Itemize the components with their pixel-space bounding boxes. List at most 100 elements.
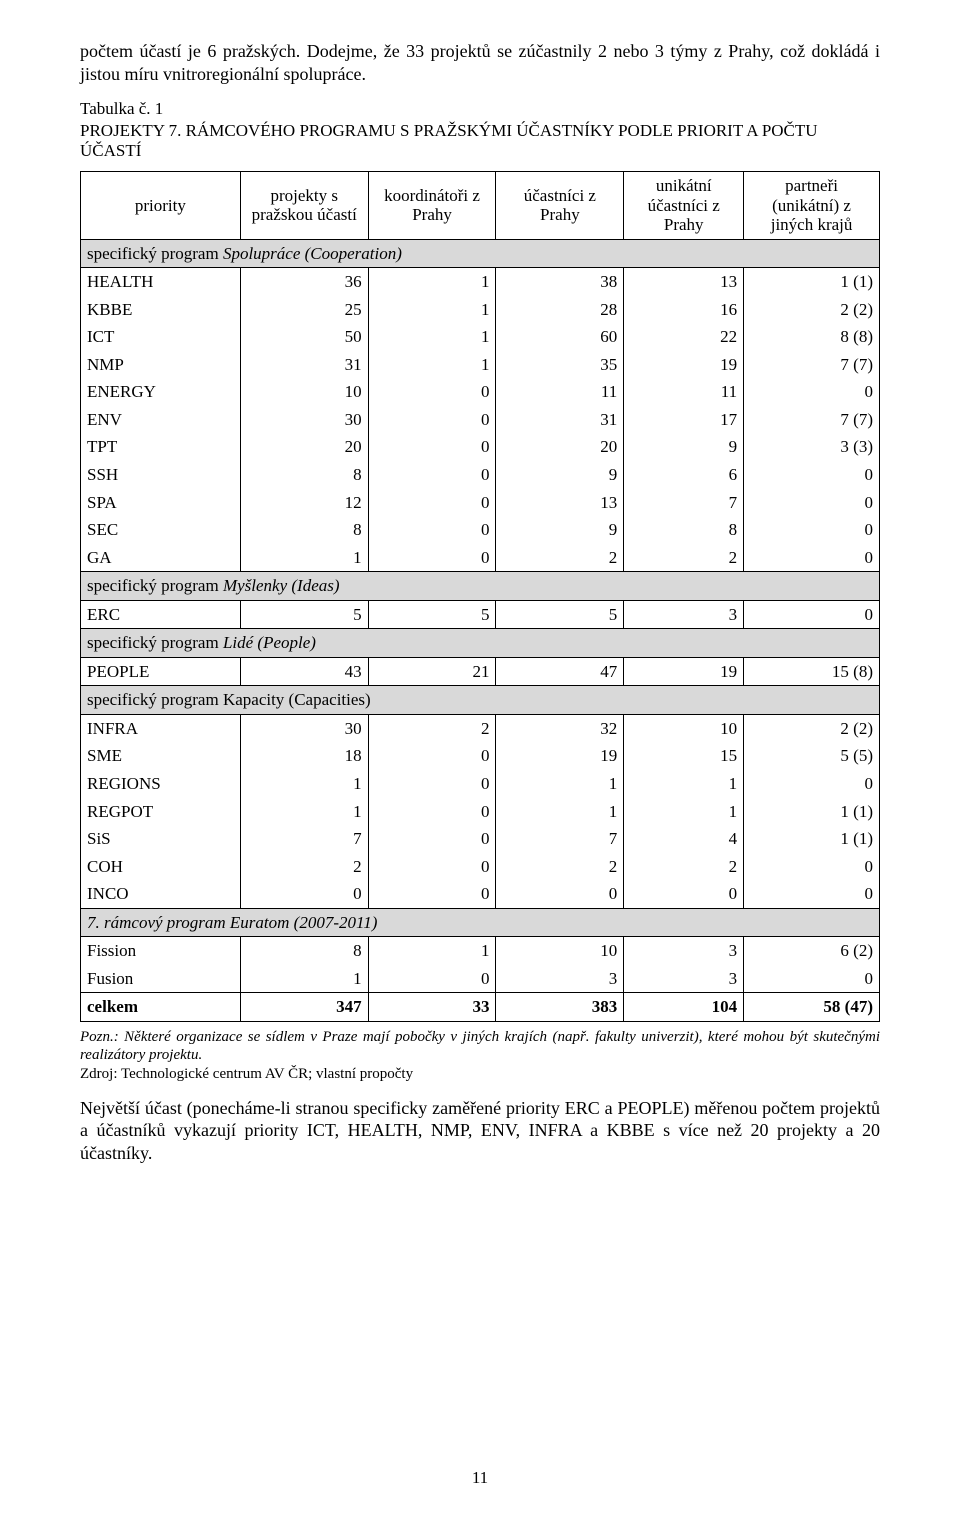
table-section-label: specifický program Myšlenky (Ideas): [81, 572, 880, 601]
cell-value: 0: [368, 880, 496, 908]
cell-value: 8: [240, 937, 368, 965]
cell-priority: REGPOT: [81, 798, 241, 826]
page-number: 11: [0, 1468, 960, 1488]
cell-value: 30: [240, 406, 368, 434]
cell-value: 1: [240, 965, 368, 993]
cell-priority: SiS: [81, 825, 241, 853]
cell-value: 0: [368, 798, 496, 826]
cell-total-label: celkem: [81, 993, 241, 1022]
cell-value: 30: [240, 714, 368, 742]
cell-value: 3: [496, 965, 624, 993]
cell-value: 7 (7): [744, 351, 880, 379]
cell-value: 0: [240, 880, 368, 908]
cell-value: 2: [368, 714, 496, 742]
cell-total-value: 383: [496, 993, 624, 1022]
cell-priority: Fission: [81, 937, 241, 965]
cell-value: 2: [624, 544, 744, 572]
table-section-row: specifický program Spolupráce (Cooperati…: [81, 239, 880, 268]
cell-total-value: 58 (47): [744, 993, 880, 1022]
cell-value: 18: [240, 742, 368, 770]
cell-value: 3: [624, 937, 744, 965]
table-row: HEALTH36138131 (1): [81, 268, 880, 296]
cell-value: 0: [744, 378, 880, 406]
table-row: TPT2002093 (3): [81, 433, 880, 461]
cell-value: 1: [368, 351, 496, 379]
cell-value: 1 (1): [744, 825, 880, 853]
cell-value: 8: [624, 516, 744, 544]
cell-total-value: 347: [240, 993, 368, 1022]
col-priority: priority: [81, 172, 241, 240]
cell-value: 0: [368, 489, 496, 517]
table-note: Pozn.: Některé organizace se sídlem v Pr…: [80, 1028, 880, 1064]
cell-priority: ERC: [81, 600, 241, 629]
table-row: Fusion10330: [81, 965, 880, 993]
table-row: SPA1201370: [81, 489, 880, 517]
cell-value: 22: [624, 323, 744, 351]
cell-priority: ENERGY: [81, 378, 241, 406]
cell-value: 1: [624, 770, 744, 798]
cell-value: 0: [744, 770, 880, 798]
cell-value: 10: [624, 714, 744, 742]
cell-value: 8: [240, 461, 368, 489]
table-row: KBBE25128162 (2): [81, 296, 880, 324]
cell-value: 12: [240, 489, 368, 517]
table-section-row: specifický program Myšlenky (Ideas): [81, 572, 880, 601]
cell-priority: ENV: [81, 406, 241, 434]
cell-value: 0: [744, 489, 880, 517]
cell-value: 9: [624, 433, 744, 461]
table-row: ENERGY10011110: [81, 378, 880, 406]
cell-value: 0: [368, 770, 496, 798]
cell-value: 19: [624, 351, 744, 379]
cell-value: 38: [496, 268, 624, 296]
cell-value: 31: [240, 351, 368, 379]
cell-value: 6 (2): [744, 937, 880, 965]
cell-value: 25: [240, 296, 368, 324]
cell-value: 50: [240, 323, 368, 351]
table-caption: Tabulka č. 1: [80, 99, 880, 119]
cell-value: 1: [496, 798, 624, 826]
cell-value: 0: [744, 880, 880, 908]
table-section-label: specifický program Kapacity (Capacities): [81, 686, 880, 715]
col-partners: partneři (unikátní) z jiných krajů: [744, 172, 880, 240]
cell-value: 1: [240, 798, 368, 826]
cell-priority: KBBE: [81, 296, 241, 324]
table-row: SiS70741 (1): [81, 825, 880, 853]
table-section-row: specifický program Kapacity (Capacities): [81, 686, 880, 715]
cell-value: 10: [496, 937, 624, 965]
cell-value: 6: [624, 461, 744, 489]
cell-value: 19: [624, 657, 744, 686]
table-row: INCO00000: [81, 880, 880, 908]
cell-priority: TPT: [81, 433, 241, 461]
cell-priority: HEALTH: [81, 268, 241, 296]
table-row: PEOPLE4321471915 (8): [81, 657, 880, 686]
cell-value: 9: [496, 516, 624, 544]
cell-total-value: 33: [368, 993, 496, 1022]
cell-value: 0: [744, 600, 880, 629]
cell-value: 0: [368, 406, 496, 434]
table-total-row: celkem3473338310458 (47): [81, 993, 880, 1022]
cell-value: 31: [496, 406, 624, 434]
cell-value: 32: [496, 714, 624, 742]
cell-value: 0: [368, 433, 496, 461]
cell-value: 0: [744, 516, 880, 544]
table-row: COH20220: [81, 853, 880, 881]
cell-value: 7: [240, 825, 368, 853]
cell-priority: GA: [81, 544, 241, 572]
cell-value: 2: [624, 853, 744, 881]
cell-value: 10: [240, 378, 368, 406]
cell-priority: INFRA: [81, 714, 241, 742]
cell-value: 7: [624, 489, 744, 517]
cell-value: 0: [744, 965, 880, 993]
table-section-row: specifický program Lidé (People): [81, 629, 880, 658]
cell-value: 4: [624, 825, 744, 853]
table-source: Zdroj: Technologické centrum AV ČR; vlas…: [80, 1066, 880, 1083]
col-participants: účastníci z Prahy: [496, 172, 624, 240]
cell-value: 5: [496, 600, 624, 629]
cell-value: 0: [368, 825, 496, 853]
table-row: SSH80960: [81, 461, 880, 489]
cell-value: 1 (1): [744, 268, 880, 296]
projects-table: priority projekty s pražskou účastí koor…: [80, 171, 880, 1022]
cell-value: 35: [496, 351, 624, 379]
table-row: SEC80980: [81, 516, 880, 544]
cell-value: 2: [496, 544, 624, 572]
